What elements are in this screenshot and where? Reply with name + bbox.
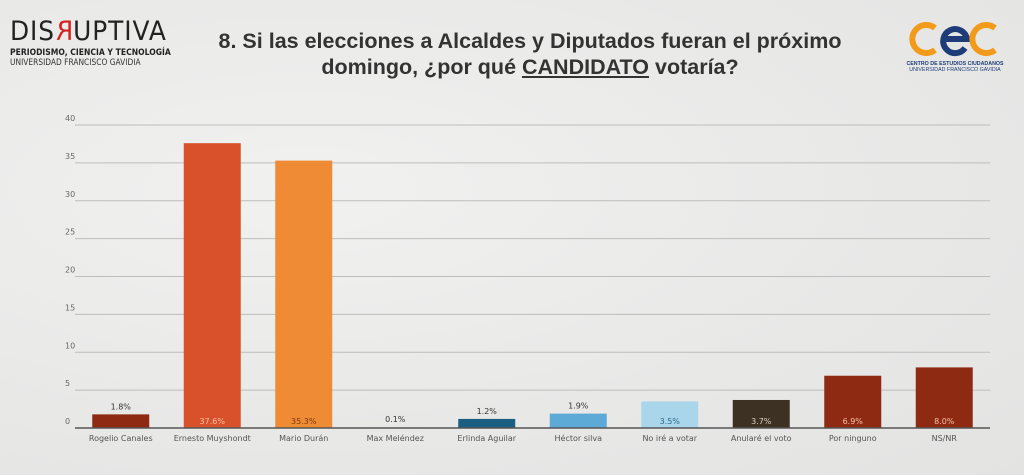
y-tick-label: 25 (65, 228, 75, 237)
data-label: 1.2% (477, 407, 498, 416)
y-tick-label: 5 (65, 379, 70, 388)
category-label: Erlinda Aguilar (457, 434, 516, 443)
y-tick-label: 10 (65, 341, 75, 350)
data-label: 3.7% (751, 417, 772, 426)
data-label: 3.5% (660, 417, 681, 426)
data-label: 6.9% (843, 417, 864, 426)
y-axis-ticks: 0 5 10 15 20 25 30 35 40 (65, 114, 75, 426)
data-label: 1.8% (111, 402, 132, 411)
data-label: 0.1% (385, 415, 406, 424)
category-label: Max Meléndez (367, 433, 424, 443)
bar-4 (458, 419, 515, 428)
bar-2 (275, 161, 332, 428)
bars (92, 143, 973, 428)
y-tick-label: 35 (65, 152, 75, 161)
y-tick-label: 0 (65, 417, 70, 426)
data-label: 8.0% (934, 417, 955, 426)
y-tick-label: 15 (65, 303, 75, 312)
category-label: Mario Durán (279, 434, 328, 443)
data-label: 35.3% (291, 417, 317, 426)
category-label: Héctor silva (555, 433, 603, 443)
bar-5 (550, 414, 607, 428)
category-label: NS/NR (932, 434, 958, 443)
data-label: 37.6% (200, 417, 226, 426)
y-tick-label: 20 (65, 266, 75, 275)
y-tick-label: 30 (65, 190, 75, 199)
bar-0 (92, 414, 149, 428)
bar-1 (184, 143, 241, 428)
category-labels: Rogelio Canales Ernesto Muyshondt Mario Du… (89, 433, 957, 443)
category-label: Por ninguno (829, 434, 877, 443)
category-label: Rogelio Canales (89, 434, 153, 443)
data-label: 1.9% (568, 402, 589, 411)
category-label: No iré a votar (642, 433, 697, 443)
category-label: Anularé el voto (731, 433, 792, 443)
category-label: Ernesto Muyshondt (174, 434, 251, 443)
y-tick-label: 40 (65, 114, 75, 123)
